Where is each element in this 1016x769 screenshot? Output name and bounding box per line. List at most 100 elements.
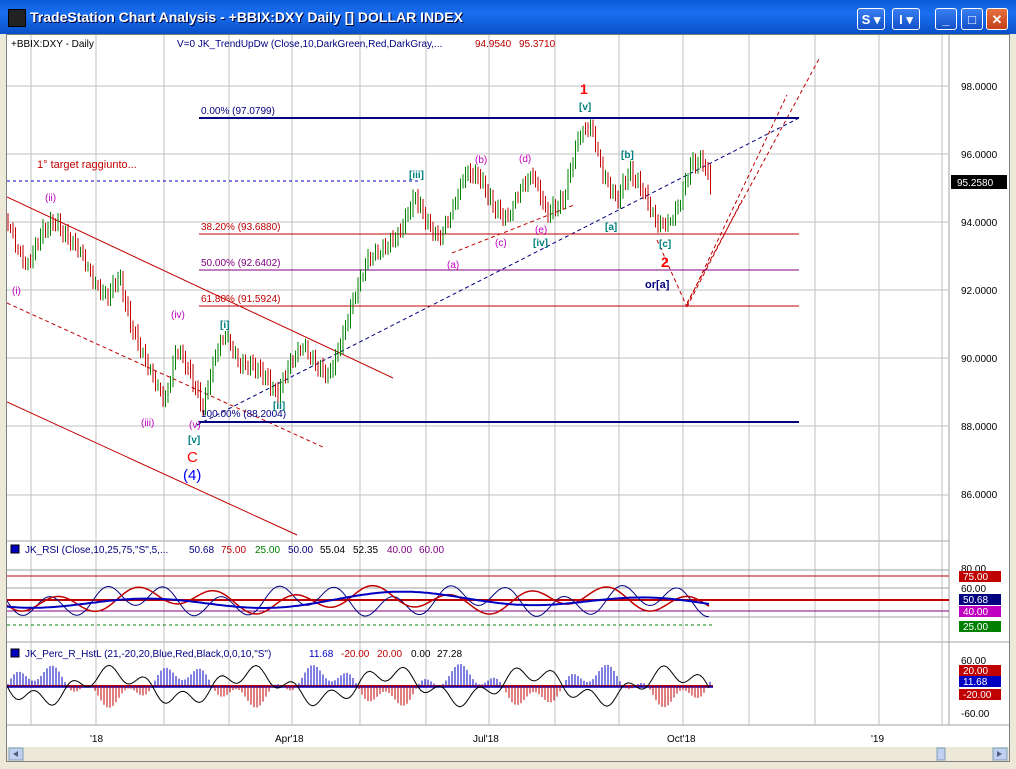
rsi-tick-40: 40.00 xyxy=(963,607,988,618)
wave-a-box-label: [a] xyxy=(605,222,617,233)
time-label-18: '18 xyxy=(90,734,103,745)
percr-line xyxy=(7,664,710,708)
rsi-panel-icon[interactable] xyxy=(10,544,20,554)
wave-iii-box-label: [iii] xyxy=(409,170,424,181)
scroll-left-arrow-icon xyxy=(13,751,18,757)
close-button[interactable]: ✕ xyxy=(986,8,1008,30)
wave-b-box-label: [b] xyxy=(621,150,634,161)
percr-tick-m60: -60.00 xyxy=(961,709,990,720)
time-label-jul18: Jul'18 xyxy=(473,734,499,745)
percr-tick-60: 60.00 xyxy=(961,656,986,667)
wave-iv-label: (iv) xyxy=(171,310,185,321)
i-menu-label: I xyxy=(899,12,903,27)
i-menu-button[interactable]: I ▾ xyxy=(892,8,920,30)
horizontal-scrollbar[interactable] xyxy=(7,747,1009,761)
fib-lines xyxy=(199,117,799,423)
wave-d-label: (d) xyxy=(519,154,531,165)
wave-v-top-label: [v] xyxy=(579,102,591,113)
target-annotation: 1° target raggiunto... xyxy=(37,159,137,171)
percr-panel xyxy=(7,648,713,708)
last-price-label: 95.2580 xyxy=(957,178,994,189)
chart-canvas[interactable]: 0.00% (97.0799) 38.20% (93.6880) 50.00% … xyxy=(7,35,1009,761)
rsi-value-5: 55.04 xyxy=(320,545,345,556)
rsi-avg-line xyxy=(7,590,710,609)
price-tick: 92.0000 xyxy=(961,286,998,297)
vertical-gridlines xyxy=(30,35,943,725)
price-bars xyxy=(7,119,711,416)
wave-4-label: (4) xyxy=(183,467,201,484)
rsi-value-3: 25.00 xyxy=(255,545,280,556)
s-menu-button[interactable]: S ▾ xyxy=(857,8,885,30)
wave-iii-label: (iii) xyxy=(141,418,154,429)
price-tick: 86.0000 xyxy=(961,490,998,501)
symbol-label: +BBIX:DXY - Daily xyxy=(11,39,94,50)
percr-header: JK_Perc_R_HstL (21,-20,20,Blue,Red,Black… xyxy=(25,649,462,660)
percr-value-4: 0.00 xyxy=(411,649,431,660)
rsi-value-7: 40.00 xyxy=(387,545,412,556)
rsi-panel xyxy=(7,544,949,626)
wave-or-a-label: or[a] xyxy=(645,279,670,291)
percr-tick-20: 20.00 xyxy=(963,666,988,677)
rsi-value-6: 52.35 xyxy=(353,545,378,556)
price-tick: 90.0000 xyxy=(961,354,998,365)
rsi-tick-25: 25.00 xyxy=(963,622,988,633)
wave-c-small-label: (c) xyxy=(495,238,507,249)
wave-b-label: (b) xyxy=(475,155,487,166)
percr-axis: 60.00 20.00 11.68 -20.00 -60.00 xyxy=(959,656,1001,720)
rsi-value-2: 75.00 xyxy=(221,545,246,556)
percr-label: JK_Perc_R_HstL (21,-20,20,Blue,Red,Black… xyxy=(25,649,271,660)
percr-value-1: 11.68 xyxy=(309,649,334,660)
wave-v-label: (v) xyxy=(189,420,201,431)
scroll-right-arrow-icon xyxy=(997,751,1002,757)
percr-tick-current: 11.68 xyxy=(963,677,988,688)
minimize-button[interactable]: _ xyxy=(935,8,957,30)
s-menu-label: S xyxy=(861,12,871,27)
price-tick: 94.0000 xyxy=(961,218,998,229)
wave-1-label: 1 xyxy=(580,81,588,97)
indicator-value-1: 94.9540 xyxy=(475,39,512,50)
time-axis: '18 Apr'18 Jul'18 Oct'18 '19 xyxy=(90,734,884,745)
time-label-apr18: Apr'18 xyxy=(275,734,304,745)
rsi-slow-line xyxy=(7,584,710,615)
title-bar[interactable]: TradeStation Chart Analysis - +BBIX:DXY … xyxy=(0,0,1016,34)
rsi-tick-80: 80.00 xyxy=(961,564,986,575)
rsi-fast-line xyxy=(7,584,710,618)
rsi-tick-75: 75.00 xyxy=(963,572,988,583)
price-axis: 98.0000 96.0000 94.0000 92.0000 90.0000 88.00… xyxy=(961,82,998,501)
fib-50-label: 50.00% (92.6402) xyxy=(201,258,281,269)
wave-v-box-label: [v] xyxy=(188,435,200,446)
price-tick: 88.0000 xyxy=(961,422,998,433)
indicator-label: V=0 JK_TrendUpDw (Close,10,DarkGreen,Red… xyxy=(177,39,442,50)
fib-100-label: 100.00% (88.2004) xyxy=(201,409,286,420)
scroll-thumb[interactable] xyxy=(936,747,946,761)
wave-iv-box-label: [iv] xyxy=(533,238,548,249)
maximize-button[interactable]: □ xyxy=(961,8,983,30)
percr-value-3: 20.00 xyxy=(377,649,402,660)
percr-value-5: 27.28 xyxy=(437,649,462,660)
wave-c-box-label: [c] xyxy=(659,239,671,250)
wave-i-label: (i) xyxy=(12,286,21,297)
fib-0-label: 0.00% (97.0799) xyxy=(201,106,275,117)
percr-panel-icon[interactable] xyxy=(10,648,20,658)
chart-area[interactable]: 0.00% (97.0799) 38.20% (93.6880) 50.00% … xyxy=(6,34,1010,762)
wave-2-label: 2 xyxy=(661,254,669,270)
last-price-box xyxy=(951,175,1007,189)
rsi-value-8: 60.00 xyxy=(419,545,444,556)
rsi-tick-current: 50.68 xyxy=(963,595,988,606)
wave-a-label: (a) xyxy=(447,260,459,271)
channel-lines xyxy=(7,58,820,536)
wave-ii-box-label: [ii] xyxy=(273,401,285,412)
fib-618-label: 61.80% (91.5924) xyxy=(201,294,281,305)
window-title: TradeStation Chart Analysis - +BBIX:DXY … xyxy=(30,9,463,25)
wave-e-label: (e) xyxy=(535,225,547,236)
rsi-value-4: 50.00 xyxy=(288,545,313,556)
percr-tick-m20: -20.00 xyxy=(963,690,992,701)
price-tick: 98.0000 xyxy=(961,82,998,93)
percr-value-2: -20.00 xyxy=(341,649,370,660)
fib-382-label: 38.20% (93.6880) xyxy=(201,222,281,233)
rsi-header: JK_RSI (Close,10,25,75,"S",5,... 50.68 7… xyxy=(25,545,444,556)
price-tick: 96.0000 xyxy=(961,150,998,161)
rsi-tick-60: 60.00 xyxy=(961,584,986,595)
time-label-oct18: Oct'18 xyxy=(667,734,696,745)
